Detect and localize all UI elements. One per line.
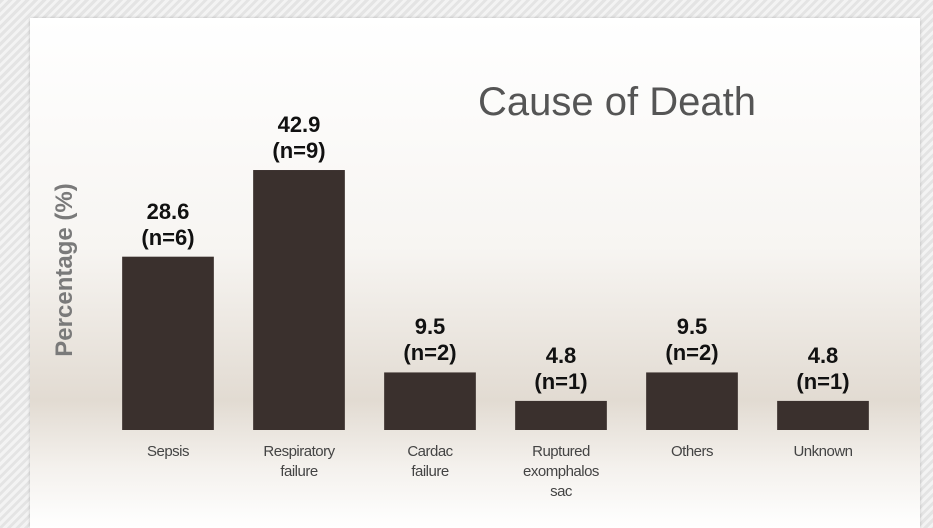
- x-tick-label: Respiratory failure: [263, 443, 335, 480]
- bar: [646, 372, 738, 430]
- bar: [122, 256, 214, 430]
- data-label: 9.5 (n=2): [403, 314, 457, 366]
- x-tick-label: Sepsis: [146, 443, 190, 460]
- bar: [515, 400, 607, 430]
- x-tick-label: Ruptured exomphalos sac: [523, 443, 599, 500]
- data-label: 4.8 (n=1): [796, 342, 850, 394]
- bar: [384, 372, 476, 430]
- x-tick-label: Others: [670, 443, 714, 460]
- x-tick-label: Unknown: [793, 443, 853, 460]
- bar: [253, 170, 345, 430]
- y-axis-label: Percentage (%): [51, 183, 78, 357]
- data-label: 28.6 (n=6): [141, 198, 195, 250]
- data-label: 9.5 (n=2): [665, 314, 719, 366]
- data-label: 42.9 (n=9): [272, 112, 326, 164]
- data-label: 4.8 (n=1): [534, 342, 588, 394]
- x-tick-label: Cardac failure: [407, 443, 453, 480]
- chart-title: Cause of Death: [478, 80, 756, 124]
- bar: [777, 400, 869, 430]
